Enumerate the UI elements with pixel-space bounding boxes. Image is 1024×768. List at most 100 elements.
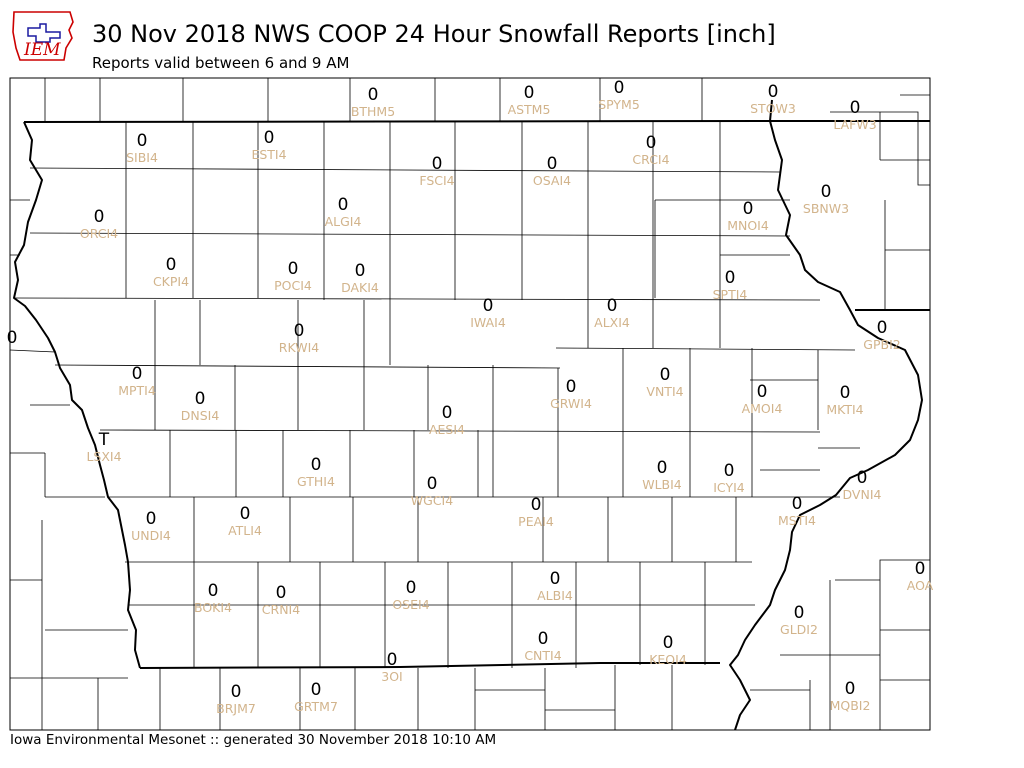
station-value: 0 [195,389,206,409]
station-id-label: MQBI2 [830,698,871,713]
station-value: 0 [857,468,868,488]
station-value: 0 [607,296,618,316]
station-id-label: ORCI4 [80,226,118,241]
station-value: 0 [657,458,668,478]
station-value: 0 [231,682,242,702]
station-id-label: ATLI4 [228,523,262,538]
state-boundaries [13,99,930,731]
iem-logo: IEM [12,11,74,61]
station-value: 0 [132,364,143,384]
station-id-label: MNOI4 [727,218,769,233]
station-id-label: UNDI4 [131,528,171,543]
station-id-label: CNTI4 [524,648,561,663]
station-id-label: WGCI4 [411,493,453,508]
station-value: 0 [538,629,549,649]
station-value: 0 [264,128,275,148]
iowa-west-border [13,121,141,669]
station-value: 0 [483,296,494,316]
station-id-label: CRNI4 [262,602,300,617]
station-id-label: RKWI4 [279,340,319,355]
station-value: 0 [442,403,453,423]
station-value: 0 [166,255,177,275]
station-id-label: IWAI4 [470,315,506,330]
station-id-label: DAKI4 [341,280,379,295]
station-value: 0 [432,154,443,174]
station-value: 0 [566,377,577,397]
station-id-label: SPYM5 [598,97,640,112]
station-value: 0 [355,261,366,281]
station-id-label: DVNI4 [843,487,882,502]
station-id-label: WLBI4 [642,477,682,492]
station-id-label: GRWI4 [550,396,592,411]
station-id-label: VNTI4 [646,384,683,399]
station-value: 0 [137,131,148,151]
station-id-label: 3OI [381,669,402,684]
station-value: 0 [311,455,322,475]
logo-network-icon [27,23,61,43]
station-value: 0 [531,495,542,515]
station-value: 0 [768,82,779,102]
station-value: 0 [276,583,287,603]
map-title: 30 Nov 2018 NWS COOP 24 Hour Snowfall Re… [92,20,776,48]
station-id-label: AOA [907,578,934,593]
station-value: 0 [94,207,105,227]
station-id-label: DNSI4 [181,408,220,423]
station-id-label: MKTI4 [826,402,863,417]
station-value: 0 [757,382,768,402]
station-id-label: ESTI4 [251,147,286,162]
station-value: 0 [406,578,417,598]
station-value: 0 [547,154,558,174]
station-value: 0 [660,365,671,385]
iowa-south-border [139,662,720,669]
station-id-label: CRCI4 [632,152,669,167]
station-value: 0 [368,85,379,105]
station-id-label: AESI4 [429,422,465,437]
station-id-label: ASTM5 [508,102,551,117]
station-value: 0 [294,321,305,341]
station-id-label: GRTM7 [294,699,338,714]
station-id-label: PEAI4 [518,514,554,529]
station-value: 0 [240,504,251,524]
map-frame [9,77,931,731]
logo-text: IEM [23,40,61,60]
station-value: 0 [794,603,805,623]
station-id-label: ALXI4 [594,315,630,330]
station-value: 0 [646,133,657,153]
station-id-label: POCI4 [274,278,312,293]
